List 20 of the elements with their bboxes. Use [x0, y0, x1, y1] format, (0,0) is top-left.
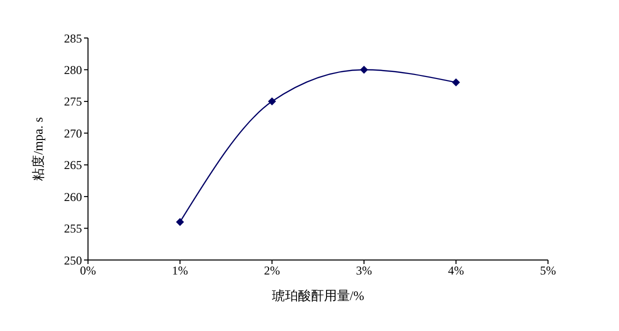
- x-tick-label: 2%: [264, 264, 280, 278]
- x-tick-label: 1%: [172, 264, 188, 278]
- x-tick-label: 0%: [80, 264, 96, 278]
- y-tick-label: 270: [64, 126, 82, 140]
- point: [452, 78, 460, 86]
- y-tick-label: 260: [64, 190, 82, 204]
- x-axis-title: 琥珀酸酐用量/%: [272, 288, 364, 303]
- point: [360, 66, 368, 74]
- point: [176, 218, 184, 226]
- y-tick-label: 250: [64, 253, 82, 268]
- point: [268, 97, 276, 106]
- y-tick-label: 275: [64, 94, 82, 109]
- x-tick-label: 3%: [356, 264, 372, 278]
- x-tick-label: 4%: [448, 264, 464, 278]
- y-tick-label: 285: [64, 31, 82, 46]
- x-tick-label: 5%: [540, 264, 556, 278]
- y-tick-label: 255: [64, 222, 82, 236]
- y-tick-label: 280: [64, 62, 82, 77]
- y-tick-label: 265: [64, 158, 82, 172]
- y-axis-title: 粘度/mpa. s: [30, 117, 46, 181]
